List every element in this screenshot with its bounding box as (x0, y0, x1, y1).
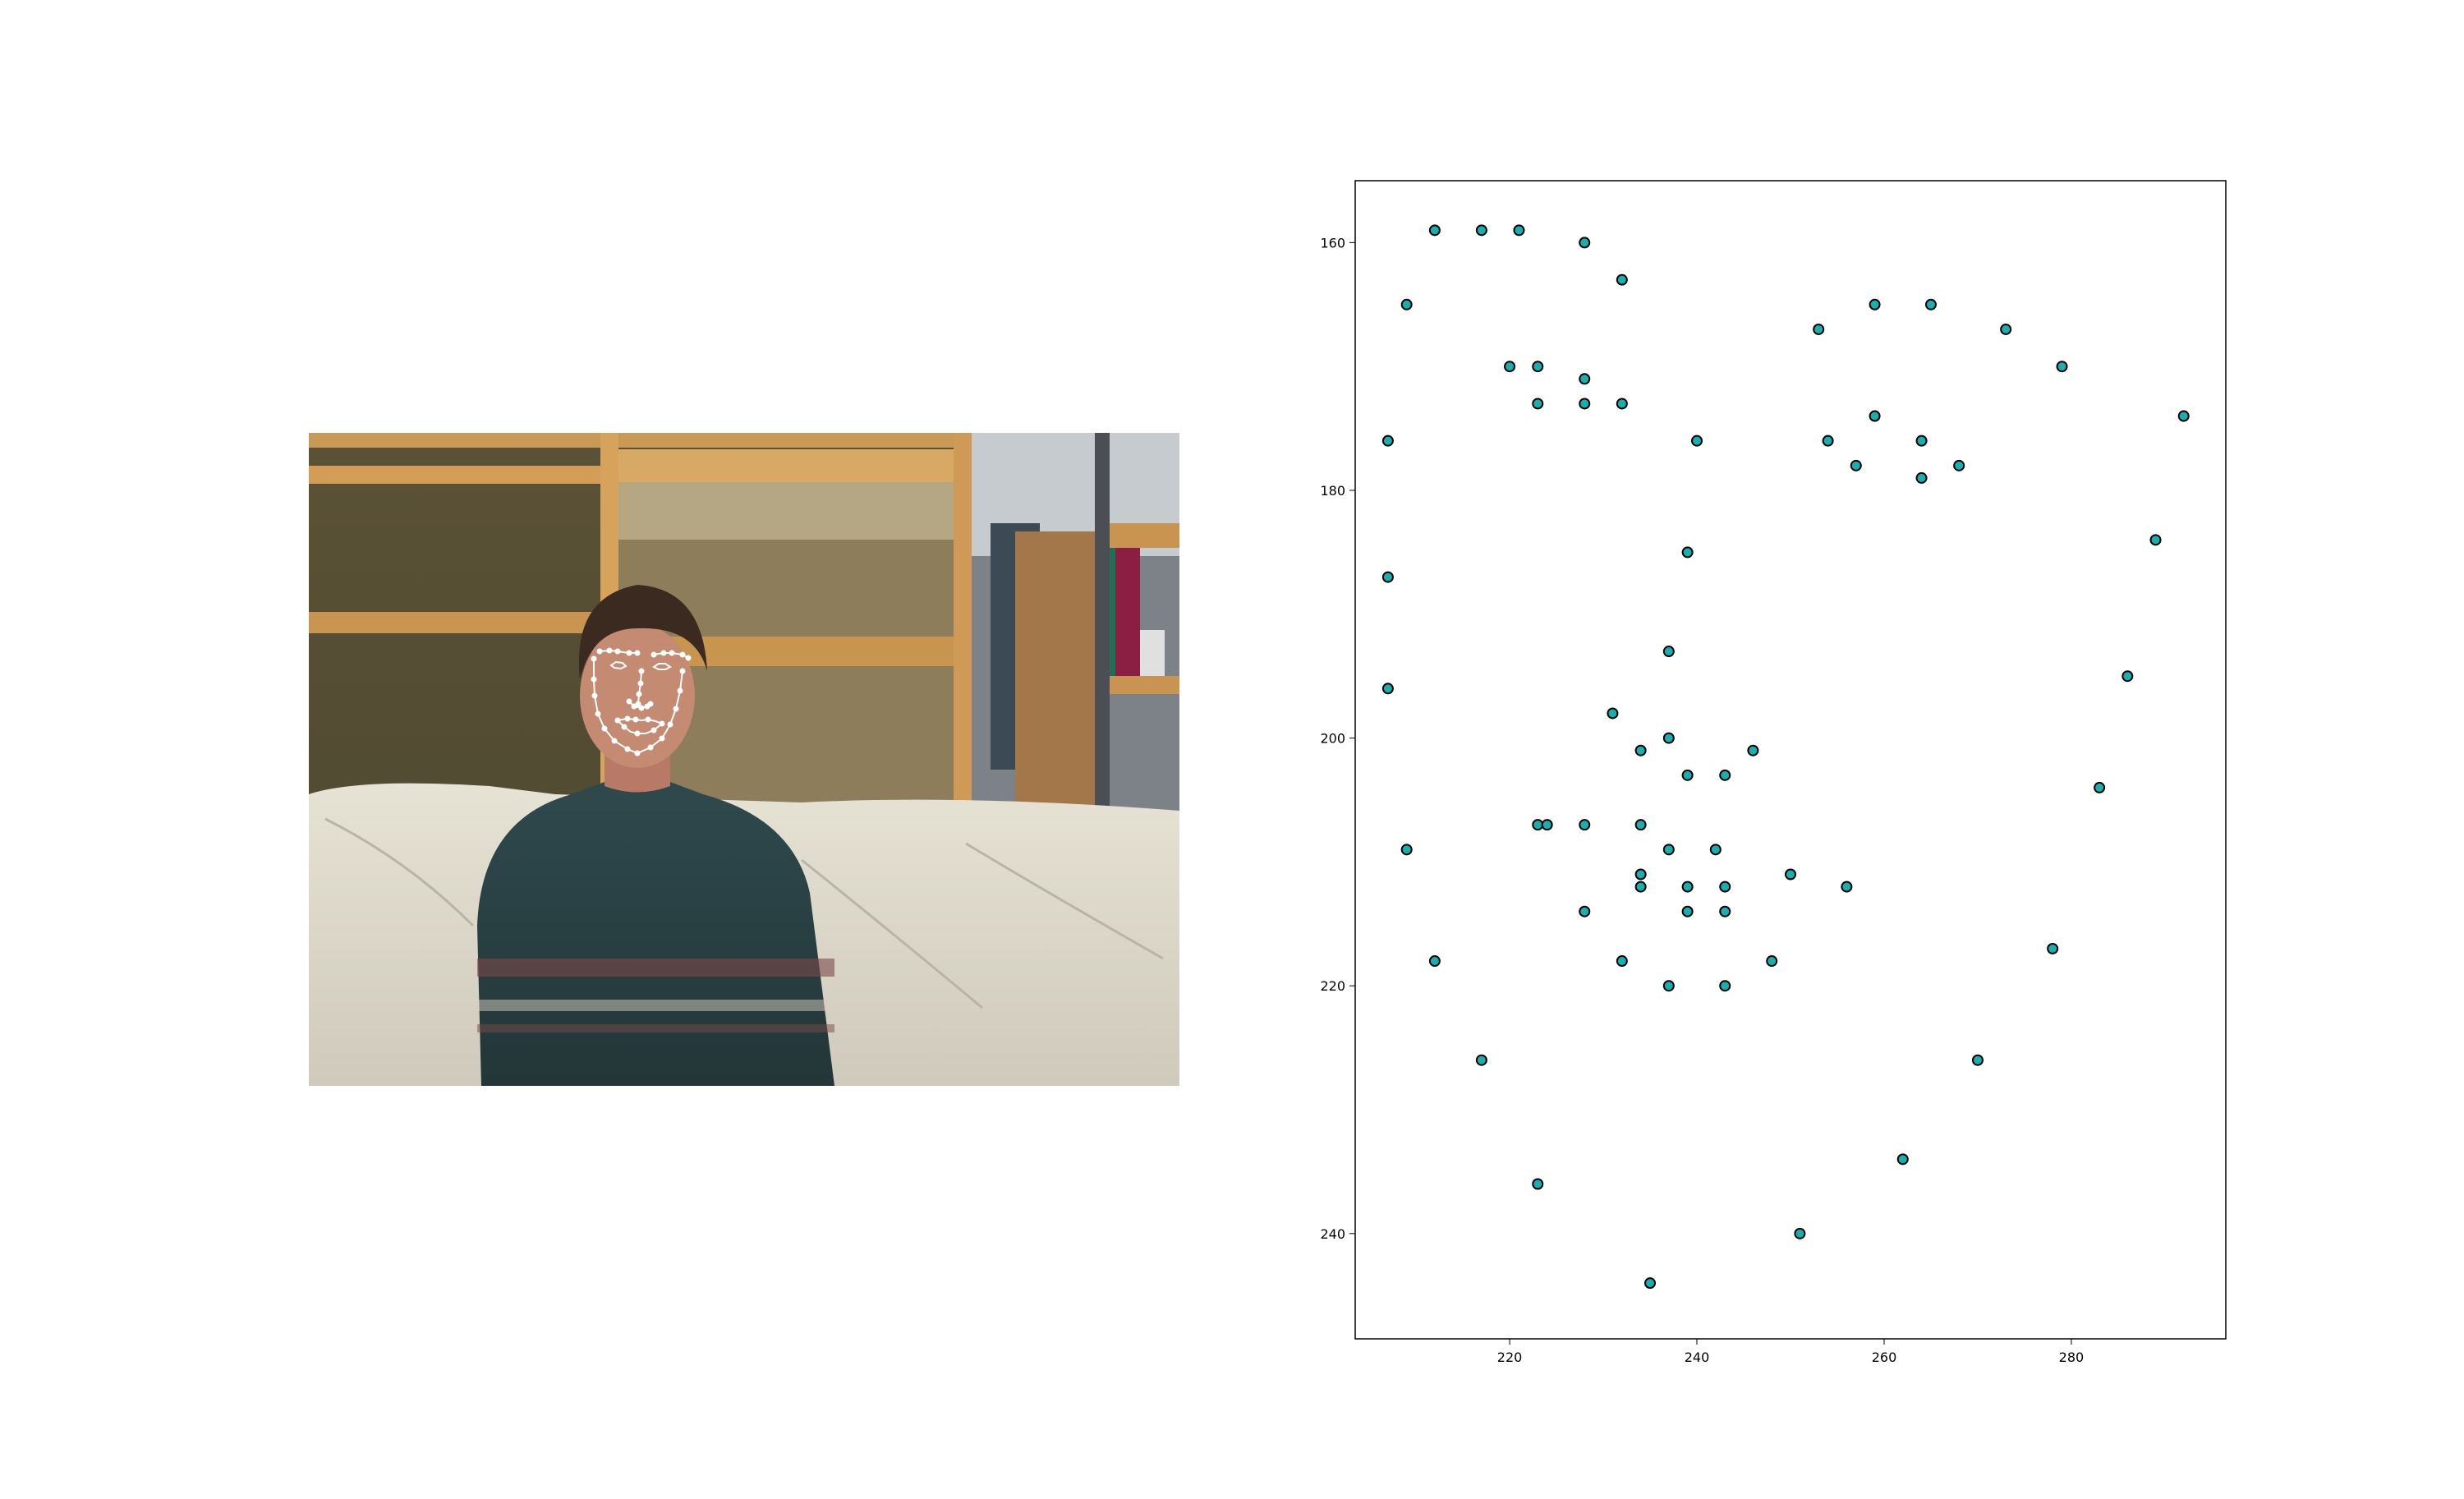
y-tick-label: 220 (1320, 978, 1345, 994)
x-tick-label: 220 (1497, 1350, 1523, 1365)
scatter-point (1513, 224, 1525, 237)
scatter-point (1579, 373, 1591, 385)
scatter-point (1662, 646, 1675, 658)
scatter-point (1579, 819, 1591, 831)
scatter-point (1719, 881, 1731, 893)
scatter-point (1381, 571, 1394, 583)
scatter-point (1381, 683, 1394, 695)
scatter-point (1794, 1227, 1806, 1239)
scatter-point (1579, 237, 1591, 249)
scatter-point (1400, 844, 1413, 856)
scatter-points (1381, 224, 2190, 1290)
shelf-post (954, 433, 972, 811)
scatter-point (1766, 955, 1778, 968)
scatter-point (2056, 361, 2068, 373)
scatter-point (1953, 459, 1965, 471)
photo-image (309, 433, 1179, 1086)
scatter-point (1709, 844, 1722, 856)
y-tick-label: 160 (1320, 235, 1345, 251)
scatter-point (2047, 942, 2059, 954)
scatter-point (2094, 781, 2106, 793)
scatter-point (1869, 410, 1881, 422)
scatter-point (2177, 410, 2190, 422)
scatter-point (1681, 546, 1694, 559)
scatter-point (1532, 1178, 1544, 1190)
scatter-point (1616, 955, 1628, 968)
scatter-point (1785, 868, 1796, 881)
scatter-point (1719, 905, 1731, 917)
scatter-point (1896, 1153, 1909, 1166)
shelf (618, 449, 959, 482)
door (1015, 531, 1097, 811)
scatter-point (1475, 1054, 1487, 1066)
scatter-point (1532, 819, 1544, 831)
scatter-point (1719, 769, 1731, 781)
scatter-point (1541, 819, 1553, 831)
scatter-point (1634, 881, 1647, 893)
scatter-point (1381, 435, 1394, 447)
scatter-point (1662, 732, 1675, 744)
scatter-point (1634, 819, 1647, 831)
x-tick-label: 280 (2059, 1350, 2085, 1365)
scatter-point (1971, 1054, 1984, 1066)
landmark-photo (309, 433, 1179, 1086)
x-tick-label: 260 (1872, 1350, 1897, 1365)
scatter-point (1813, 323, 1825, 335)
scatter-point (1579, 905, 1591, 917)
scatter-point (1719, 980, 1731, 992)
scatter-point (1924, 298, 1937, 310)
plot-area (1354, 180, 2227, 1340)
scatter-point (1475, 224, 1487, 237)
scatter-point (1400, 298, 1413, 310)
scatter-point (1634, 868, 1647, 881)
scatter-point (2000, 323, 2012, 335)
y-tick-label: 240 (1320, 1226, 1345, 1242)
scatter-point (1644, 1277, 1657, 1290)
scatter-point (1634, 744, 1647, 756)
scatter-point (1915, 471, 1928, 484)
scatter-point (1681, 881, 1694, 893)
shelf (309, 466, 605, 484)
scatter-point (1616, 274, 1628, 286)
scatter-point (2149, 534, 2162, 546)
face-landmarks (591, 647, 692, 756)
x-tick-label: 240 (1685, 1350, 1710, 1365)
y-tick-label: 200 (1320, 731, 1345, 747)
scatter-point (1850, 459, 1862, 471)
scatter-point (1504, 361, 1516, 373)
scatter-point (1579, 398, 1591, 410)
scatter-point (2122, 670, 2134, 683)
scatter-point (1691, 435, 1703, 447)
axis-ticks: 220 240 260 280 160 180 200 220 240 (1320, 235, 2084, 1365)
scatter-point (1822, 435, 1834, 447)
scatter-point (1747, 744, 1759, 756)
scatter-point (1616, 398, 1628, 410)
y-tick-label: 180 (1320, 483, 1345, 499)
scatter-point (1662, 844, 1675, 856)
scatter-point (1428, 955, 1441, 968)
scatter-point (1607, 707, 1619, 720)
scatter-point (1869, 298, 1881, 310)
scatter-point (1532, 361, 1544, 373)
scatter-point (1681, 769, 1694, 781)
scatter-point (1532, 398, 1544, 410)
scatter-point (1428, 224, 1441, 237)
shelf (309, 612, 605, 633)
scatter-point (1681, 905, 1694, 917)
scatter-point (1915, 435, 1928, 447)
scatter-point (1841, 881, 1853, 893)
hair (578, 585, 707, 679)
scatter-point (1662, 980, 1675, 992)
